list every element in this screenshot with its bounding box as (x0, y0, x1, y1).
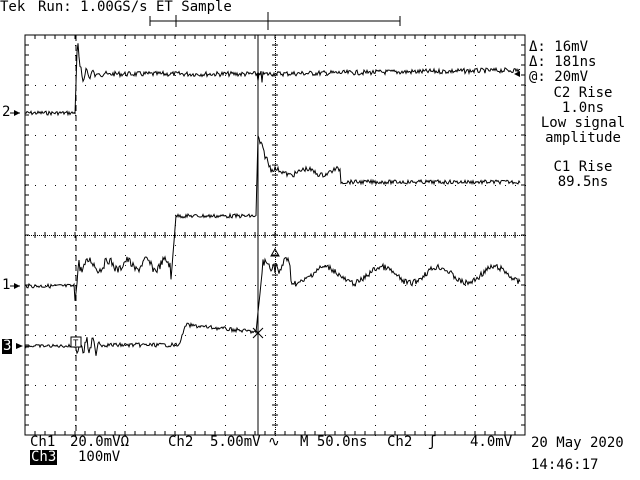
ch1-ground-arrow (10, 283, 20, 289)
record-position-bracket (149, 12, 401, 30)
ch2-ground-arrow (10, 110, 20, 116)
ch3-marker-label: 3 (2, 338, 13, 354)
date-label: 20 May 2020 (531, 435, 624, 451)
ch1-trace (24, 135, 521, 301)
ch2-marker-label: 2 (2, 104, 11, 120)
cursor-delta-marker (270, 247, 280, 257)
measurement-2-value: 89.5ns (557, 174, 609, 190)
time-label: 14:46:17 (531, 457, 599, 473)
acquisition-status: Run: 1.00GS/s ET Sample (38, 0, 232, 15)
measurement-1-value: 1.0ns (561, 100, 605, 116)
graticule-grid (24, 34, 526, 436)
cursor-x-marker (252, 327, 264, 339)
cursor-delta-voltage: Δ: 16mV (529, 39, 589, 55)
cursor-at-voltage: @: 20mV (529, 69, 589, 85)
ch2-coupling-icon: ∿ (268, 434, 280, 450)
ch1-marker-label: 1 (2, 277, 11, 293)
trigger-point-icon: T (70, 336, 82, 349)
ch1-label: Ch1 (30, 434, 56, 450)
cursor-delta-time: Δ: 181ns (529, 54, 597, 70)
trigger-source: Ch2 (387, 434, 413, 450)
ch2-label: Ch2 (168, 434, 194, 450)
ch3-trace (24, 256, 521, 356)
timebase-label: M 50.0ns (300, 434, 368, 450)
measurement-1-note-line2: amplitude (545, 130, 621, 146)
measurement-1-note-line1: Low signal (540, 115, 626, 131)
ch3-scale: 100mV (78, 449, 121, 465)
svg-text:T: T (73, 339, 79, 349)
measurement-2-label: C1 Rise (553, 159, 613, 175)
trigger-slope-icon: ʃ (428, 434, 437, 450)
measurement-1-label: C2 Rise (553, 85, 613, 101)
ch3-label: Ch3 (30, 449, 58, 465)
ch2-scale: 5.00mV (210, 434, 261, 450)
ch3-ground-arrow (16, 343, 23, 349)
trigger-level: 4.0mV (470, 434, 513, 450)
trigger-level-icon (514, 71, 520, 77)
ch1-scale: 20.0mVΩ (70, 434, 130, 450)
ch2-trace (24, 43, 521, 117)
brand-label: Tek (0, 0, 26, 15)
